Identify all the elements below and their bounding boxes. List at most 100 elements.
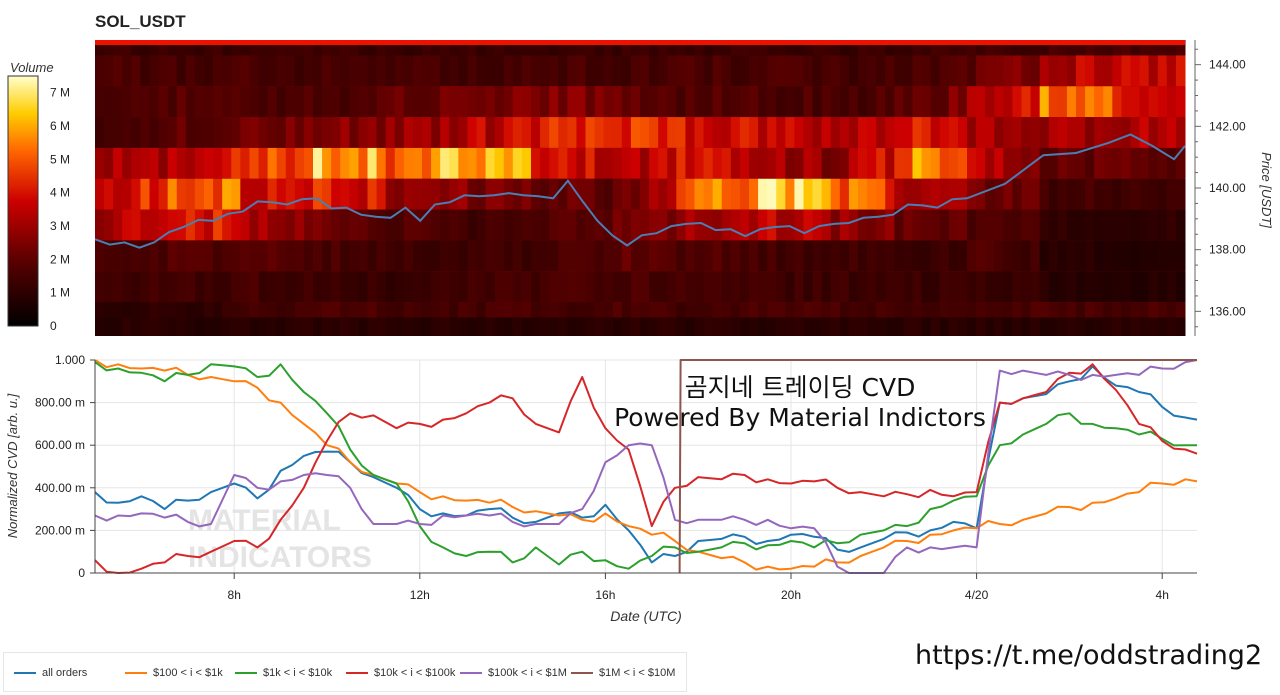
heatmap-cell — [821, 302, 832, 333]
heatmap-cell — [267, 117, 278, 148]
heatmap-cell — [1112, 317, 1122, 336]
telegram-link[interactable]: https://t.me/oddstrading2 — [915, 640, 1263, 671]
heatmap-cell — [131, 240, 141, 272]
heatmap-cell — [185, 147, 196, 179]
heatmap-cell — [122, 178, 132, 210]
heatmap-cell — [848, 117, 859, 148]
price-tick-label: 144.00 — [1209, 58, 1246, 72]
heatmap-cell — [485, 317, 496, 336]
heatmap-cell — [149, 55, 160, 87]
heatmap-cell — [476, 178, 487, 210]
heatmap-cell — [1121, 271, 1131, 303]
heatmap-cell — [994, 147, 1004, 179]
heatmap-cell — [739, 86, 750, 118]
heatmap-cell — [885, 40, 895, 65]
heatmap-cell — [1166, 240, 1177, 272]
heatmap-cell — [458, 302, 468, 333]
heatmap-cell — [894, 55, 904, 87]
heatmap-cell — [549, 55, 559, 87]
heatmap-cell — [1175, 147, 1186, 179]
heatmap-cell — [276, 55, 287, 87]
colorbar-tick-label: 5 M — [50, 152, 70, 166]
heatmap-cell — [185, 271, 196, 303]
heatmap-cell — [322, 178, 332, 210]
heatmap-cell — [95, 55, 105, 87]
heatmap-cell — [322, 302, 332, 333]
heatmap-cell — [303, 147, 314, 179]
heatmap-cell — [231, 147, 241, 179]
heatmap-cell — [385, 147, 396, 179]
heatmap-cell — [313, 178, 323, 210]
heatmap-cell — [194, 317, 205, 336]
heatmap-cell — [403, 86, 414, 118]
heatmap-cell — [603, 317, 614, 336]
heatmap-cell — [1103, 271, 1113, 303]
heatmap-cell — [185, 178, 196, 210]
heatmap-cell — [322, 55, 332, 87]
heatmap-cell — [1003, 86, 1013, 118]
heatmap-cell — [1048, 178, 1059, 210]
heatmap-cell — [903, 55, 913, 87]
heatmap-cell — [249, 86, 259, 118]
heatmap-cell — [1012, 117, 1022, 148]
heatmap-cell — [976, 178, 986, 210]
heatmap-cell — [176, 178, 187, 210]
price-axis-label: Price [USDT] — [1259, 152, 1274, 228]
heatmap-cell — [1085, 209, 1095, 241]
heatmap-cell — [685, 209, 695, 241]
legend-item[interactable]: all orders — [14, 665, 87, 681]
legend-item[interactable]: $100 < i < $1k — [125, 665, 223, 681]
heatmap-cell — [367, 86, 378, 118]
heatmap-cell — [403, 55, 414, 87]
heatmap-cell — [749, 147, 759, 179]
legend-item[interactable]: $1k < i < $10k — [235, 665, 332, 681]
heatmap-cell — [385, 86, 396, 118]
heatmap-cell — [403, 271, 414, 303]
legend-item[interactable]: $1M < i < $10M — [571, 665, 675, 681]
heatmap-cell — [222, 55, 232, 87]
heatmap-cell — [176, 317, 187, 336]
heatmap-cell — [867, 240, 877, 272]
colorbar-tick-label: 0 — [50, 319, 57, 333]
heatmap-cell — [113, 178, 123, 210]
heatmap-cell — [258, 86, 269, 118]
heatmap-cell — [440, 271, 450, 303]
heatmap-cell — [258, 117, 269, 148]
heatmap-cell — [494, 117, 505, 148]
heatmap-cell — [149, 86, 160, 118]
heatmap-cell — [476, 55, 487, 87]
heatmap-cell — [176, 271, 187, 303]
heatmap-cell — [1148, 117, 1159, 148]
heatmap-cell — [412, 302, 423, 333]
legend-item[interactable]: $100k < i < $1M — [460, 665, 567, 681]
heatmap-cell — [521, 240, 532, 272]
legend-item[interactable]: $10k < i < $100k — [346, 665, 455, 681]
heatmap-cell — [403, 302, 414, 333]
heatmap-cell — [957, 55, 968, 87]
heatmap-cell — [140, 240, 150, 272]
heatmap-cell — [394, 117, 405, 148]
heatmap-cell — [1057, 117, 1068, 148]
heatmap-cell — [549, 302, 559, 333]
heatmap-cell — [440, 240, 450, 272]
heatmap-cell — [658, 209, 668, 241]
heatmap-cell — [140, 302, 150, 333]
heatmap-cell — [358, 240, 368, 272]
heatmap-cell — [640, 55, 650, 87]
heatmap-cell — [1130, 117, 1141, 148]
heatmap-cell — [612, 178, 623, 210]
heatmap-cell — [758, 147, 768, 179]
heatmap-cell — [440, 147, 450, 179]
heatmap-cell — [512, 55, 523, 87]
heatmap-cell — [1066, 55, 1077, 87]
heatmap-cell — [240, 117, 250, 148]
heatmap-cell — [458, 178, 468, 210]
heatmap-cell — [785, 117, 795, 148]
heatmap-cell — [912, 117, 923, 148]
heatmap-cell — [340, 40, 350, 65]
heatmap-cell — [567, 317, 577, 336]
heatmap-cell — [912, 55, 923, 87]
heatmap-cell — [476, 86, 487, 118]
heatmap-cell — [967, 240, 977, 272]
legend-label: $10k < i < $100k — [374, 667, 456, 679]
